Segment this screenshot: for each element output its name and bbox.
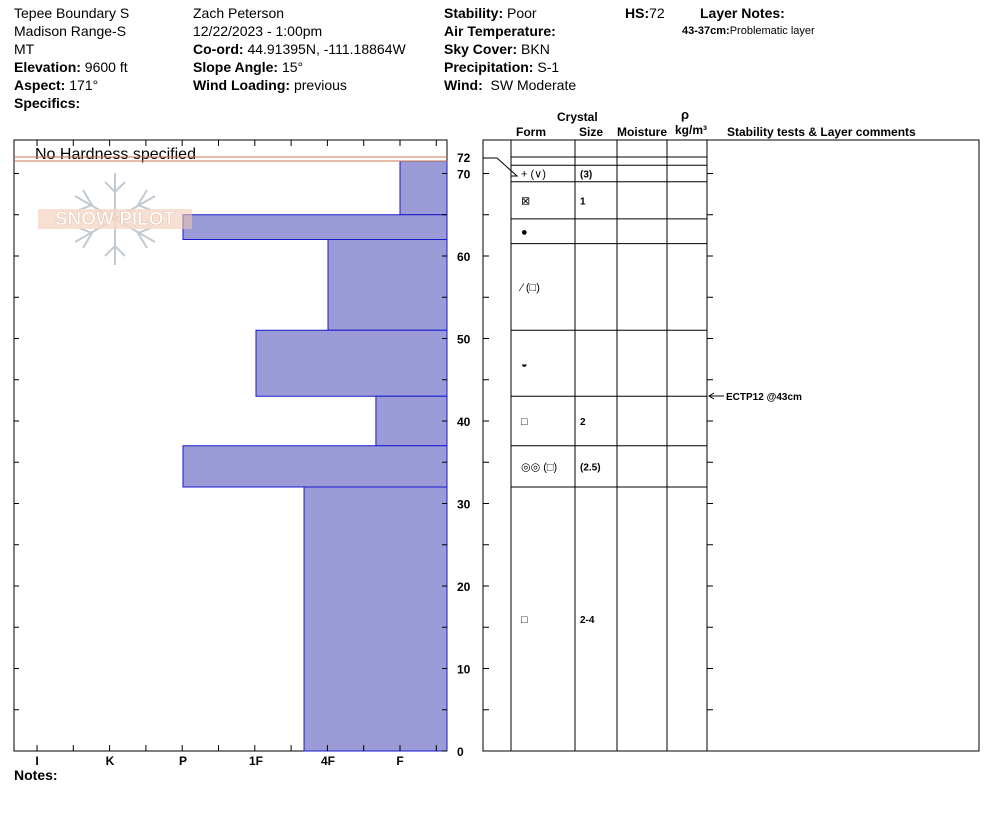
depth-label: 10: [457, 663, 471, 677]
density-symbol: ρ: [681, 107, 690, 122]
grain-form-8: □: [521, 614, 528, 626]
grain-form-2: ⊠: [521, 195, 530, 207]
depth-label: 40: [457, 415, 471, 429]
hardness-label: 1F: [249, 754, 263, 768]
grain-form-7: ◎◎ (□): [521, 461, 557, 473]
hardness-bar-4: [375, 395, 448, 447]
snowpilot-logo: SNOW PILOT: [38, 173, 192, 265]
depth-label: 50: [457, 333, 471, 347]
stability: Stability: Poor: [444, 5, 537, 21]
hardness-label: I: [35, 754, 38, 768]
air-temperature-label: Air Temperature:: [444, 23, 556, 39]
hardness-bar-5: [182, 445, 448, 488]
grain-size-8: 2-4: [580, 615, 595, 626]
depth-label: 0: [457, 745, 464, 759]
hardness-label: F: [396, 754, 403, 768]
location: Tepee Boundary S: [14, 5, 130, 21]
depth-label: 20: [457, 580, 471, 594]
grain-form-1: + (∨): [521, 169, 546, 181]
stability-comments-header: Stability tests & Layer comments: [727, 125, 916, 139]
layer-connector: [483, 157, 519, 177]
observer: Zach Peterson: [193, 5, 285, 21]
coordinates: Co-ord: 44.91395N, -111.18864W: [193, 41, 406, 57]
hardness-bars: [182, 160, 448, 752]
hardness-bar-1: [182, 214, 448, 240]
slope-angle: Slope Angle: 15°: [193, 59, 304, 75]
grain-form-4: ⁄ (□): [518, 282, 540, 294]
aspect: Aspect: 171°: [14, 77, 99, 93]
depth-label: 30: [457, 498, 471, 512]
state: MT: [14, 41, 35, 57]
crystal-header: Crystal: [557, 110, 598, 124]
hardness-label: P: [179, 754, 187, 768]
hardness-label: K: [106, 754, 115, 768]
wind: Wind: SW Moderate: [444, 77, 577, 93]
grain-form-3: ●: [521, 226, 528, 238]
depth-label: 60: [457, 250, 471, 264]
grain-size-7: (2.5): [580, 462, 601, 473]
stability-test-label: ECTP12 @43cm: [726, 392, 802, 403]
watermark-text: SNOW PILOT: [55, 209, 176, 230]
layer-table: + (∨) (3) ⊠ 1 ● ⁄ (□) ◒ □ 2 ◎◎ (□) (2.5) □ 2-4: [483, 140, 708, 751]
axis-ticks: 0 10 20 30 40 50 60 70 72 I K P 1F 4F F: [14, 140, 713, 768]
form-header: Form: [516, 125, 546, 139]
grain-size-1: (3): [580, 170, 592, 181]
grain-size-2: 1: [580, 196, 586, 207]
grain-form-6: □: [521, 416, 528, 428]
density-header: kg/m³: [675, 123, 708, 137]
sky-cover: Sky Cover: BKN: [444, 41, 550, 57]
elevation: Elevation: 9600 ft: [14, 59, 128, 75]
notes-label: Notes:: [14, 767, 58, 783]
size-header: Size: [579, 125, 604, 139]
depth-label: 70: [457, 168, 471, 182]
layer-note: 43-37cm:Problematic layer: [682, 25, 815, 37]
hardness-label: 4F: [321, 754, 335, 768]
layer-notes-label: Layer Notes:: [700, 5, 785, 21]
hardness-bar-6: [303, 486, 448, 752]
range: Madison Range-S: [14, 23, 127, 39]
layer-table-frame: [482, 139, 980, 752]
hardness-bar-0: [399, 160, 448, 216]
moisture-header: Moisture: [617, 125, 668, 139]
datetime: 12/22/2023 - 1:00pm: [193, 23, 323, 39]
hardness-bar-3: [255, 329, 448, 397]
grain-form-5: ◒: [521, 358, 528, 370]
hardness-bar-2: [327, 239, 448, 331]
specifics-label: Specifics:: [14, 95, 81, 111]
total-snow-height: HS:72: [625, 5, 665, 21]
no-hardness-label: No Hardness specified: [35, 146, 196, 163]
depth-label: 72: [457, 151, 471, 165]
wind-loading: Wind Loading: previous: [193, 77, 347, 93]
precipitation: Precipitation: S-1: [444, 59, 560, 75]
grain-size-6: 2: [580, 417, 586, 428]
